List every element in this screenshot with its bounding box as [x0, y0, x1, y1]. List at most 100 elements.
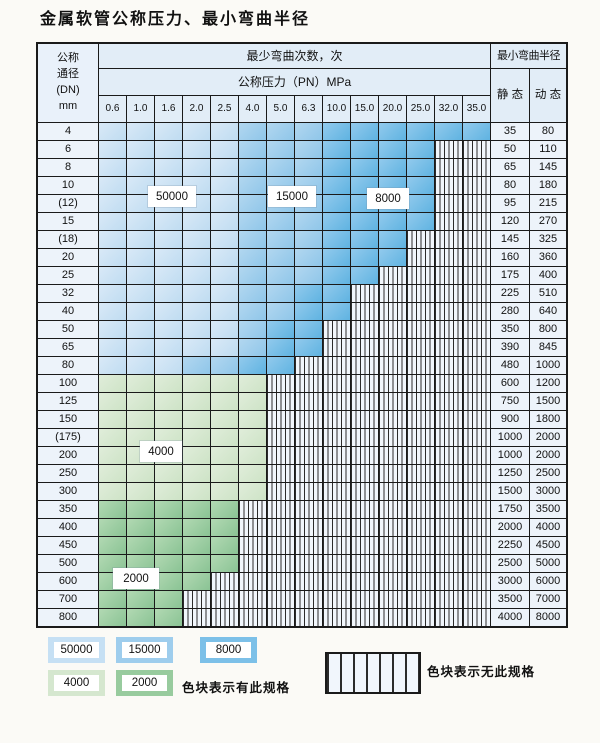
no-spec-cell	[463, 609, 490, 626]
dynamic-radius-cell: 2000	[530, 447, 566, 464]
spec-cell-4000	[127, 465, 154, 482]
spec-cell-4000	[99, 411, 126, 428]
dn-cell: 4	[38, 123, 98, 140]
no-spec-cell	[407, 393, 434, 410]
spec-cell-4000	[127, 483, 154, 500]
cycle-label-50000: 50000	[148, 186, 196, 207]
spec-cell-2000	[155, 537, 182, 554]
no-spec-cell	[407, 231, 434, 248]
spec-cell-4000	[183, 375, 210, 392]
no-spec-cell	[463, 321, 490, 338]
dn-cell: 10	[38, 177, 98, 194]
no-spec-cell	[323, 393, 350, 410]
no-spec-cell	[379, 267, 406, 284]
spec-cell-15000	[239, 339, 266, 356]
no-spec-cell	[295, 555, 322, 572]
spec-cell-50000	[183, 123, 210, 140]
spec-cell-8000	[435, 123, 462, 140]
no-spec-cell	[407, 429, 434, 446]
dynamic-radius-cell: 145	[530, 159, 566, 176]
dynamic-radius-cell: 3000	[530, 483, 566, 500]
header-min-bend-radius: 最小弯曲半径	[491, 44, 566, 68]
spec-cell-50000	[211, 195, 238, 212]
spec-cell-50000	[99, 303, 126, 320]
no-spec-cell	[435, 609, 462, 626]
spec-cell-2000	[127, 591, 154, 608]
spec-cell-8000	[295, 285, 322, 302]
spec-cell-4000	[155, 483, 182, 500]
static-radius-cell: 2500	[491, 555, 529, 572]
dynamic-radius-cell: 5000	[530, 555, 566, 572]
spec-cell-8000	[323, 267, 350, 284]
spec-cell-2000	[127, 609, 154, 626]
no-spec-cell	[351, 393, 378, 410]
spec-cell-8000	[267, 357, 294, 374]
spec-cell-50000	[127, 285, 154, 302]
no-spec-cell	[407, 573, 434, 590]
spec-cell-50000	[127, 321, 154, 338]
table-wrap: 公称 通径 (DN) mm 最少弯曲次数，次 最小弯曲半径 公称压力（PN）MP…	[36, 42, 568, 628]
spec-cell-2000	[211, 537, 238, 554]
legend-block-8000: 8000	[200, 637, 257, 663]
no-spec-cell	[435, 267, 462, 284]
legend-block-50000: 50000	[48, 637, 105, 663]
spec-cell-50000	[99, 195, 126, 212]
no-spec-cell	[351, 285, 378, 302]
no-spec-cell	[295, 357, 322, 374]
no-spec-cell	[435, 375, 462, 392]
no-spec-cell	[351, 591, 378, 608]
spec-cell-2000	[99, 591, 126, 608]
spec-cell-4000	[155, 411, 182, 428]
spec-cell-50000	[155, 303, 182, 320]
spec-cell-8000	[323, 303, 350, 320]
spec-cell-50000	[211, 141, 238, 158]
spec-cell-50000	[99, 267, 126, 284]
dynamic-radius-cell: 270	[530, 213, 566, 230]
no-spec-cell	[379, 285, 406, 302]
no-spec-cell	[323, 501, 350, 518]
spec-cell-15000	[295, 123, 322, 140]
no-spec-cell	[183, 591, 210, 608]
no-spec-cell	[379, 411, 406, 428]
no-spec-cell	[435, 321, 462, 338]
no-spec-cell	[239, 537, 266, 554]
no-spec-cell	[211, 591, 238, 608]
spec-cell-8000	[351, 213, 378, 230]
no-spec-cell	[295, 483, 322, 500]
spec-cell-50000	[99, 141, 126, 158]
no-spec-cell	[463, 519, 490, 536]
spec-cell-4000	[155, 465, 182, 482]
spec-cell-4000	[211, 447, 238, 464]
dn-cell: (175)	[38, 429, 98, 446]
spec-cell-2000	[127, 537, 154, 554]
spec-cell-2000	[155, 519, 182, 536]
spec-cell-4000	[239, 465, 266, 482]
spec-cell-8000	[323, 141, 350, 158]
spec-cell-4000	[211, 411, 238, 428]
spec-cell-50000	[99, 159, 126, 176]
spec-cell-8000	[407, 159, 434, 176]
dn-cell: 20	[38, 249, 98, 266]
dynamic-radius-cell: 1000	[530, 357, 566, 374]
spec-cell-50000	[183, 267, 210, 284]
spec-cell-8000	[379, 249, 406, 266]
no-spec-cell	[463, 411, 490, 428]
spec-cell-50000	[99, 339, 126, 356]
spec-cell-50000	[99, 177, 126, 194]
no-spec-cell	[407, 537, 434, 554]
pressure-tick-5.0: 5.0	[267, 96, 294, 122]
dynamic-radius-cell: 400	[530, 267, 566, 284]
no-spec-cell	[295, 375, 322, 392]
spec-cell-50000	[183, 231, 210, 248]
dynamic-radius-cell: 360	[530, 249, 566, 266]
spec-cell-50000	[99, 231, 126, 248]
static-radius-cell: 350	[491, 321, 529, 338]
no-spec-cell	[435, 519, 462, 536]
spec-cell-15000	[267, 303, 294, 320]
spec-cell-4000	[239, 411, 266, 428]
spec-cell-15000	[267, 285, 294, 302]
no-spec-cell	[435, 537, 462, 554]
corner-header-dn: 公称 通径 (DN) mm	[38, 44, 98, 122]
spec-cell-8000	[379, 159, 406, 176]
static-radius-cell: 480	[491, 357, 529, 374]
